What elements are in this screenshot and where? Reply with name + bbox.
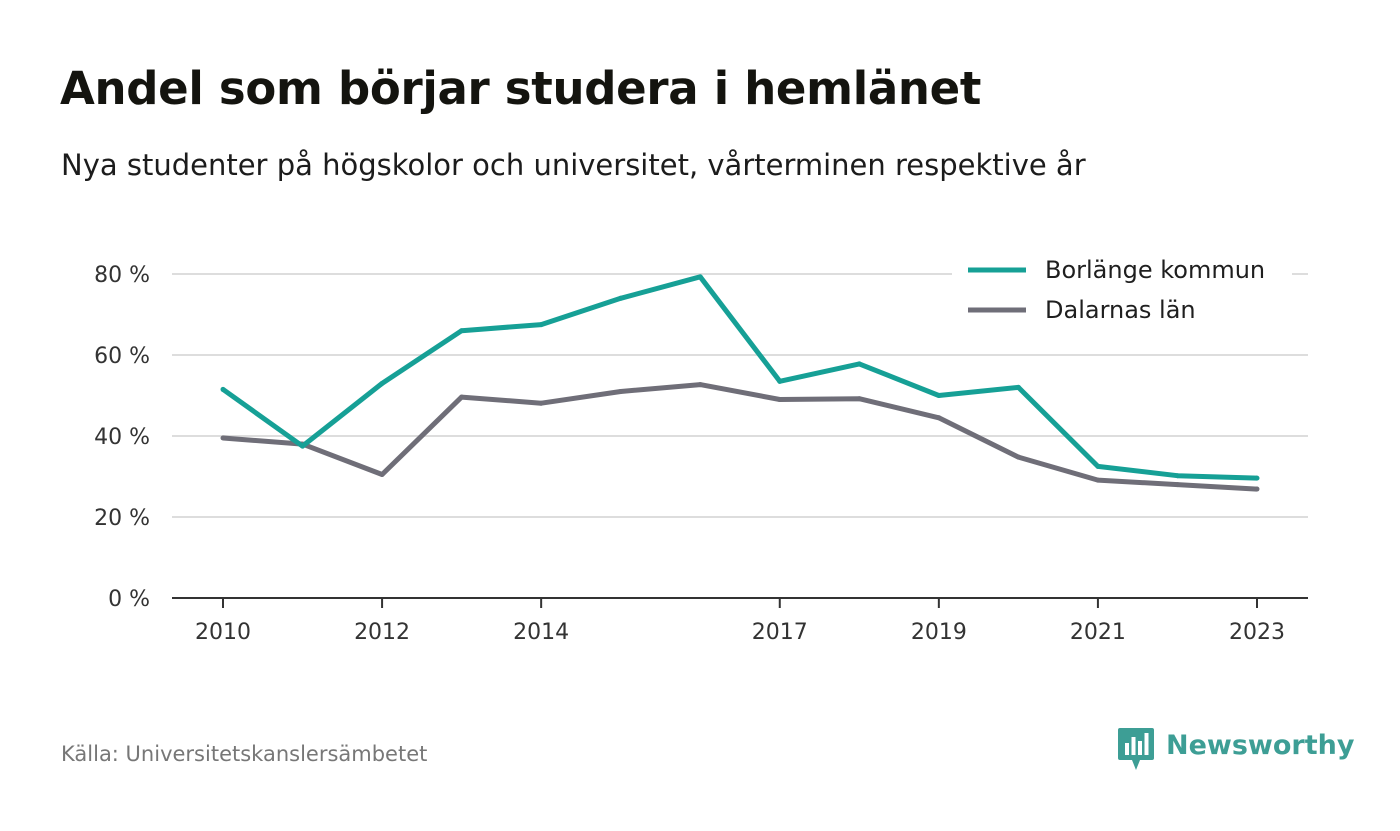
y-tick-label: 40 % bbox=[94, 425, 150, 450]
data-point bbox=[1095, 463, 1101, 469]
x-tick-label: 2014 bbox=[513, 620, 569, 645]
series-line-dalarnas-lan bbox=[222, 382, 1258, 492]
data-point bbox=[1174, 473, 1180, 479]
series-lines bbox=[220, 274, 1260, 492]
data-point bbox=[538, 400, 544, 406]
x-tick-label: 2021 bbox=[1070, 620, 1126, 645]
data-point bbox=[300, 443, 306, 449]
data-point bbox=[936, 393, 942, 398]
data-point bbox=[459, 328, 465, 334]
newsworthy-logo: Newsworthy bbox=[1118, 728, 1354, 772]
data-point bbox=[1254, 475, 1260, 481]
chart-subtitle: Nya studenter på högskolor och universit… bbox=[61, 148, 1086, 182]
data-point bbox=[1174, 482, 1180, 488]
y-axis-ticks: 0 % 20 % 40 % 60 % 80 % bbox=[94, 263, 150, 612]
data-point bbox=[856, 361, 862, 367]
legend-background bbox=[952, 250, 1292, 330]
x-tick-label: 2023 bbox=[1229, 620, 1285, 645]
newsworthy-logo-icon bbox=[1118, 728, 1154, 770]
data-point bbox=[538, 322, 544, 328]
legend-label: Borlänge kommun bbox=[1045, 256, 1265, 284]
data-point bbox=[856, 396, 862, 402]
data-point bbox=[379, 380, 385, 386]
data-point bbox=[618, 295, 624, 301]
data-point bbox=[220, 386, 226, 392]
data-point bbox=[777, 397, 783, 403]
data-point bbox=[697, 274, 703, 280]
data-point bbox=[1254, 486, 1260, 492]
data-point bbox=[697, 382, 703, 388]
chart-title: Andel som börjar studera i hemlänet bbox=[60, 62, 982, 115]
data-point bbox=[1015, 454, 1021, 460]
x-axis-ticks: 2010 2012 2014 2017 2019 2021 2023 bbox=[195, 598, 1285, 645]
legend-label: Dalarnas län bbox=[1045, 296, 1196, 324]
data-point bbox=[1095, 477, 1101, 483]
x-tick-label: 2019 bbox=[911, 620, 967, 645]
y-tick-label: 20 % bbox=[94, 506, 150, 531]
newsworthy-logo-text: Newsworthy bbox=[1166, 730, 1355, 761]
x-tick-label: 2012 bbox=[354, 620, 410, 645]
series-line-borlange-kommun bbox=[221, 274, 1258, 481]
data-point bbox=[1015, 384, 1021, 390]
data-point bbox=[220, 435, 226, 441]
data-point bbox=[936, 415, 942, 421]
legend: Borlänge kommun Dalarnas län bbox=[952, 250, 1292, 330]
source-note: Källa: Universitetskanslersämbetet bbox=[61, 742, 428, 766]
data-point bbox=[379, 471, 385, 477]
data-point bbox=[459, 394, 465, 400]
data-point bbox=[618, 388, 624, 394]
y-tick-label: 80 % bbox=[94, 263, 150, 288]
y-tick-label: 60 % bbox=[94, 344, 150, 369]
x-tick-label: 2017 bbox=[752, 620, 808, 645]
y-tick-label: 0 % bbox=[108, 587, 150, 612]
x-tick-label: 2010 bbox=[195, 620, 251, 645]
data-point bbox=[777, 378, 783, 384]
